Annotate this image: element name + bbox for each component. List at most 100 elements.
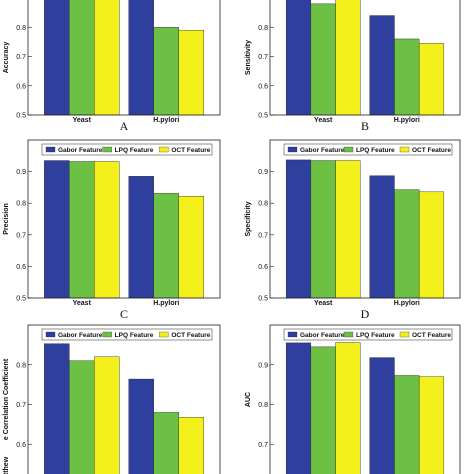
bar-hpylori-3 — [418, 376, 445, 474]
y-tick-label: 0.5 — [258, 296, 268, 303]
y-tick-label: 0.8 — [258, 402, 268, 409]
bar-hpylori-3 — [178, 196, 204, 299]
y-tick-label: 0.5 — [258, 113, 268, 120]
bar-hpylori-2 — [394, 189, 420, 299]
y-tick-label: 0.8 — [16, 25, 26, 32]
legend-entry: OCT Feature — [171, 332, 210, 339]
bar-hpylori-2 — [394, 38, 420, 116]
legend-swatch — [343, 331, 354, 338]
bar-yeast-2 — [69, 0, 95, 116]
bar-yeast-2 — [310, 3, 336, 116]
axes-frame — [269, 139, 461, 299]
category-label: Yeast — [314, 117, 333, 124]
chart-panel-2: Yeast H.pylori 0.5 0.6 0.7 0.8 Sensitivity B — [245, 0, 461, 133]
bar-yeast-3 — [335, 160, 361, 299]
bar-hpylori-2 — [153, 412, 179, 474]
panel-label: D — [361, 307, 370, 321]
y-tick-label: 0.7 — [16, 54, 26, 61]
panel-label: C — [120, 307, 128, 321]
bar-yeast-1 — [285, 159, 312, 299]
y-tick-label: 0.7 — [258, 442, 268, 449]
y-tick-label: 0.9 — [258, 362, 268, 369]
y-tick-label: 0.8 — [258, 201, 268, 208]
legend-swatch — [159, 331, 169, 338]
legend-swatch — [45, 146, 56, 153]
bar-yeast-1 — [285, 0, 312, 116]
y-tick-label: 0.5 — [16, 113, 26, 120]
y-tick-label: 0.7 — [258, 54, 268, 61]
legend-box — [283, 328, 453, 341]
bar-hpylori-1 — [128, 0, 154, 116]
chart-panel-4: Yeast H.pylori 0.5 0.6 0.7 0.8 0.9 Specificity G… — [245, 139, 461, 321]
legend-entry: Gabor Feature — [58, 147, 103, 154]
y-tick-label: 0.7 — [16, 402, 26, 409]
y-tick-label: 0.6 — [16, 83, 26, 90]
legend-entry: LPQ Feature — [115, 147, 154, 154]
bar-hpylori-1 — [369, 357, 395, 474]
bar-hpylori-2 — [394, 375, 420, 474]
bar-yeast-2 — [310, 160, 336, 299]
y-axis-label-continued: tthew — [3, 456, 10, 474]
bar-hpylori-1 — [369, 15, 395, 116]
y-tick-label: 0.6 — [258, 264, 268, 271]
legend-entry: LPQ Feature — [356, 147, 395, 154]
y-tick-label: 0.7 — [258, 232, 268, 239]
y-tick-label: 0.9 — [16, 169, 26, 176]
legend-entry: Gabor Feature — [300, 332, 345, 339]
legend-box — [41, 328, 213, 341]
chart-panel-1: Yeast H.pylori 0.5 0.6 0.7 0.8 Accuracy A — [3, 0, 221, 133]
category-label: Yeast — [73, 117, 92, 124]
bar-yeast-1 — [44, 343, 70, 474]
legend-swatch — [343, 146, 354, 153]
category-label: H.pylori — [153, 300, 179, 307]
y-tick-label: 0.6 — [258, 83, 268, 90]
bar-yeast-1 — [44, 160, 70, 299]
legend-entry: LPQ Feature — [356, 332, 395, 339]
category-label: H.pylori — [153, 117, 179, 124]
chart-panel-3: Yeast H.pylori 0.5 0.6 0.7 0.8 0.9 Precision Gab… — [3, 139, 221, 321]
legend-entry: OCT Feature — [171, 147, 210, 154]
bar-yeast-3 — [94, 161, 120, 299]
y-axis-label: Precision — [3, 203, 10, 235]
category-label: Yeast — [314, 300, 333, 307]
category-label: H.pylori — [394, 300, 420, 307]
legend-swatch — [287, 146, 298, 153]
panel-label: B — [361, 119, 369, 133]
bar-hpylori-1 — [128, 176, 154, 299]
bar-yeast-2 — [69, 161, 95, 299]
y-axis-label: Specificity — [245, 201, 252, 236]
bar-yeast-3 — [335, 342, 361, 474]
axes-frame — [27, 139, 221, 299]
bar-yeast-2 — [69, 360, 95, 474]
bar-hpylori-2 — [153, 27, 179, 116]
chart-panel-5: 0.6 0.7 0.8 e Correlation Coefficient tthew G… — [3, 324, 221, 474]
bar-hpylori-1 — [369, 175, 395, 299]
y-axis-label: Sensitivity — [245, 40, 252, 75]
y-axis-label: AUC — [245, 392, 252, 407]
category-label: H.pylori — [394, 117, 420, 124]
bar-hpylori-3 — [178, 417, 204, 474]
legend-entry: Gabor Feature — [58, 332, 103, 339]
bar-yeast-3 — [335, 0, 361, 116]
legend-entry: Gabor Feature — [300, 147, 345, 154]
legend-box — [41, 143, 213, 156]
chart-panel-6: 0.7 0.8 0.9 AUC Gabor Feature LPQ Feature OCT … — [245, 324, 461, 474]
bar-yeast-3 — [94, 356, 120, 474]
panel-label: A — [120, 119, 129, 133]
y-tick-label: 0.9 — [258, 169, 268, 176]
legend-box — [283, 143, 453, 156]
bar-yeast-1 — [44, 0, 70, 116]
y-tick-label: 0.7 — [16, 232, 26, 239]
bar-hpylori-2 — [153, 193, 179, 299]
bar-yeast-2 — [310, 346, 336, 474]
legend-entry: OCT Feature — [412, 147, 451, 154]
legend-swatch — [159, 146, 169, 153]
y-tick-label: 0.6 — [16, 442, 26, 449]
legend-swatch — [287, 331, 298, 338]
bar-hpylori-3 — [418, 191, 445, 299]
legend-swatch — [45, 331, 56, 338]
category-label: Yeast — [73, 300, 92, 307]
y-tick-label: 0.8 — [16, 362, 26, 369]
y-axis-label: e Correlation Coefficient — [3, 358, 10, 440]
